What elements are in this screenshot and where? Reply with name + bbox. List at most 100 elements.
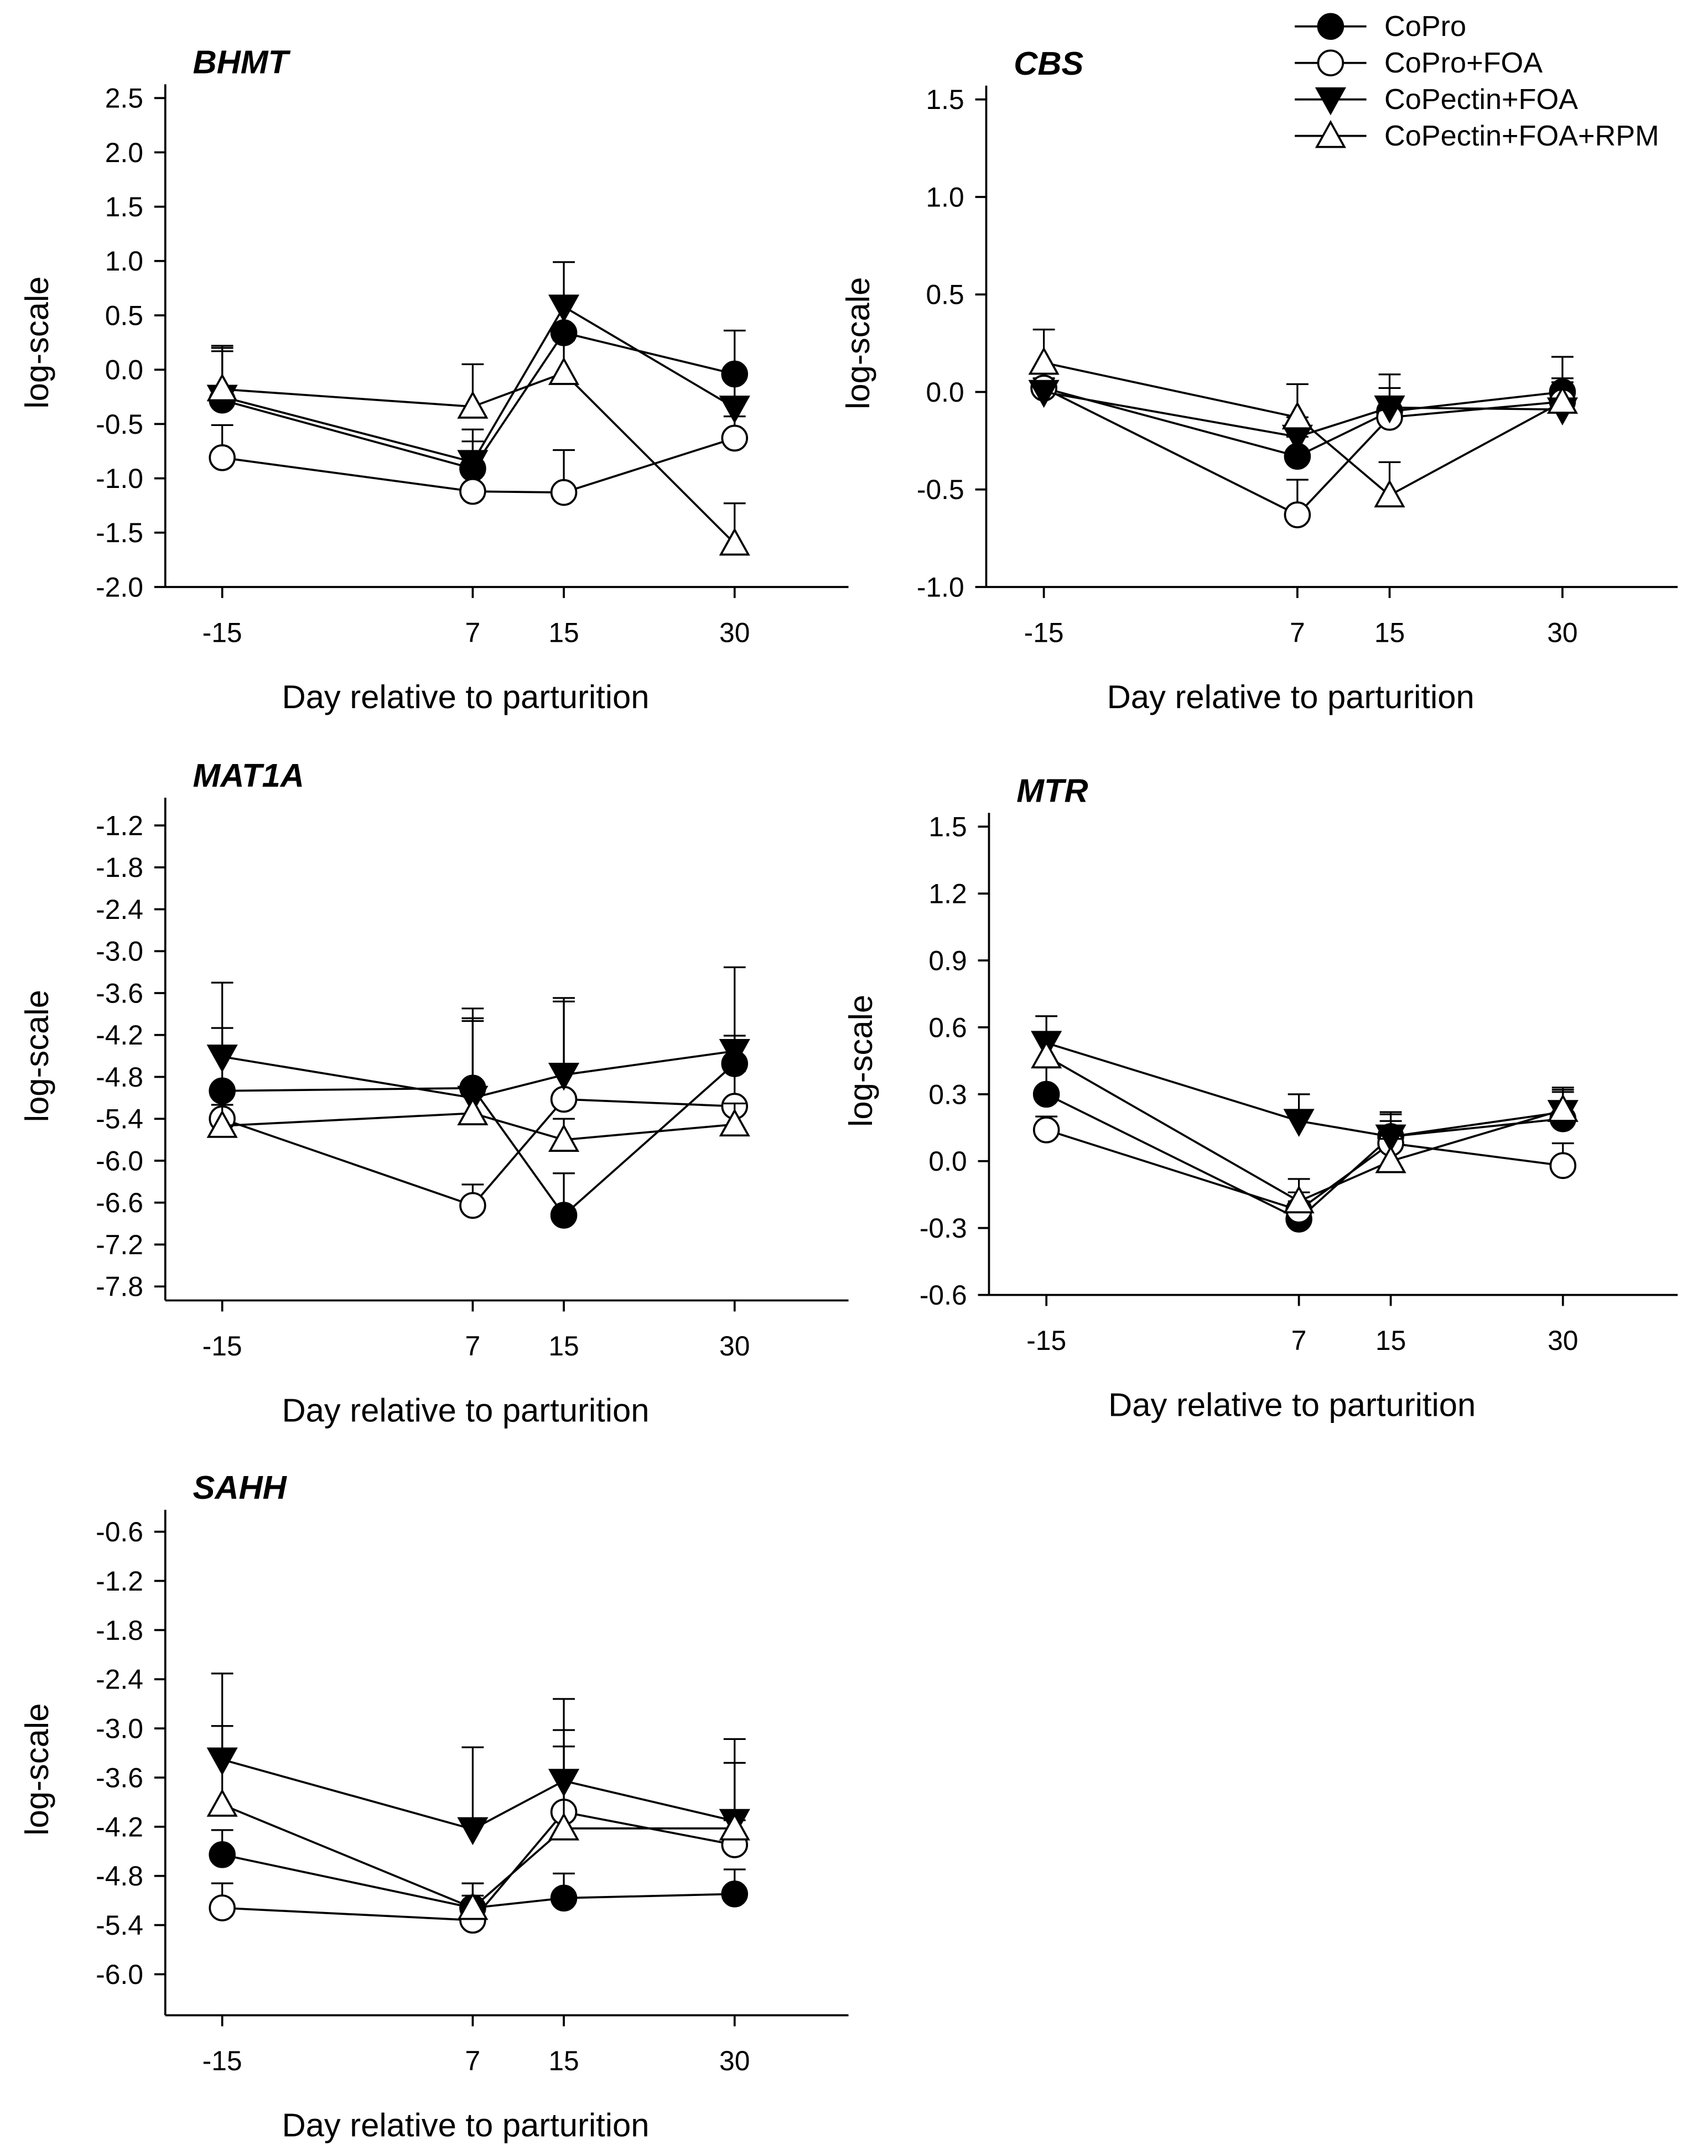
data-point <box>548 1062 580 1091</box>
x-tick-label: 15 <box>1374 617 1405 648</box>
y-tick-label: -0.3 <box>920 1213 967 1244</box>
series-line <box>222 305 735 464</box>
y-tick-label: 1.5 <box>928 812 967 843</box>
y-tick-label: -3.6 <box>96 1762 143 1793</box>
data-point <box>457 450 489 478</box>
data-point <box>457 1097 489 1125</box>
x-tick-label: 7 <box>465 617 481 648</box>
y-tick-label: -0.6 <box>96 1516 143 1547</box>
data-point <box>1281 401 1313 430</box>
series-line <box>222 1112 735 1141</box>
legend-label: CoPro <box>1384 11 1466 43</box>
y-tick-label: 2.0 <box>105 137 143 168</box>
y-tick-label: -0.5 <box>917 474 964 505</box>
panel-bhmt: 2.5 2.0 1.5 1.0 0.5 0.0 -0.5 -1.0 -1.5 -2.0 -15 7 15… <box>18 43 849 715</box>
data-point <box>1028 380 1060 408</box>
data-point <box>719 527 750 556</box>
x-tick-label: 15 <box>548 2045 579 2076</box>
y-tick-label: -5.4 <box>96 1104 143 1135</box>
data-point <box>206 373 238 402</box>
x-tick-label: 30 <box>719 617 750 648</box>
y-axis-label: log-scale <box>842 995 879 1127</box>
data-point <box>1549 1152 1577 1180</box>
panel-sahh: -0.6 -1.2 -1.8 -2.4 -3.0 -3.6 -4.2 -4.8 -5.4 -6.0… <box>18 1469 849 2144</box>
series-copectin-foa-rpm <box>206 1725 750 1920</box>
legend-marker <box>1317 13 1344 40</box>
legend-label: CoPectin+FOA+RPM <box>1384 120 1659 152</box>
x-tick-label: 7 <box>1291 1325 1307 1356</box>
x-tick-label: 30 <box>719 2045 750 2076</box>
x-axis-label: Day relative to parturition <box>282 678 649 715</box>
legend-label: CoPro+FOA <box>1384 47 1543 79</box>
series-copectin-foa <box>206 1672 750 1846</box>
data-point <box>550 1884 578 1912</box>
series-line <box>222 1758 735 1831</box>
data-point <box>209 1841 236 1868</box>
data-point <box>548 294 580 323</box>
x-tick-label: 30 <box>1548 1325 1578 1356</box>
data-point <box>1375 1145 1406 1173</box>
y-tick-label: -4.2 <box>96 1811 143 1842</box>
x-axis-label: Day relative to parturition <box>282 2107 649 2144</box>
data-point <box>721 424 749 452</box>
series-line <box>1044 361 1563 497</box>
data-point <box>1284 501 1311 528</box>
series-line <box>222 1050 735 1099</box>
legend-marker <box>1315 120 1346 148</box>
x-tick-label: 15 <box>548 617 579 648</box>
x-tick-label: -15 <box>1026 1325 1066 1356</box>
data-point <box>209 444 236 471</box>
data-point <box>550 1202 578 1229</box>
panel-title: SAHH <box>193 1469 288 1506</box>
data-point <box>206 1789 238 1817</box>
data-point <box>1283 1185 1315 1214</box>
x-axis-label: Day relative to parturition <box>1108 1386 1476 1424</box>
y-tick-label: 1.2 <box>928 879 967 910</box>
y-tick-label: 2.5 <box>105 83 143 114</box>
data-point <box>1281 424 1313 453</box>
legend-marker <box>1315 87 1346 116</box>
y-tick-label: -6.0 <box>96 1959 143 1990</box>
data-point <box>1374 479 1405 508</box>
data-point <box>459 1192 486 1219</box>
y-tick-label: -1.5 <box>96 517 143 548</box>
x-tick-label: 7 <box>465 2045 481 2076</box>
series-line <box>222 371 736 544</box>
data-point <box>457 1817 489 1846</box>
data-point <box>457 1892 489 1920</box>
legend: CoPro CoPro+FOA CoPectin+FOA CoPectin+FOA+R… <box>1295 11 1659 152</box>
data-point <box>1031 1040 1062 1069</box>
y-tick-label: 1.0 <box>926 181 964 212</box>
y-tick-label: -1.2 <box>96 1566 143 1597</box>
y-tick-label: -2.4 <box>96 894 143 925</box>
series-line <box>1046 1055 1564 1203</box>
series-line <box>222 331 735 470</box>
panel-mtr: 1.5 1.2 0.9 0.6 0.3 0.0 -0.3 -0.6 -15 7 15 30 Day re… <box>842 772 1678 1424</box>
y-tick-label: -0.6 <box>920 1280 967 1311</box>
series-line <box>1044 387 1563 458</box>
x-tick-label: 7 <box>1290 617 1305 648</box>
panel-title: CBS <box>1014 45 1083 82</box>
x-tick-label: -15 <box>203 1331 242 1362</box>
data-point <box>1028 346 1060 375</box>
x-tick-label: -15 <box>1024 617 1064 648</box>
data-point <box>1032 1080 1060 1108</box>
y-tick-label: -0.5 <box>96 409 143 440</box>
legend-label: CoPectin+FOA <box>1384 84 1578 116</box>
series-line <box>1046 1042 1564 1138</box>
y-tick-label: 0.3 <box>928 1079 967 1110</box>
panel-title: MTR <box>1016 772 1088 809</box>
data-point <box>721 1880 749 1908</box>
panel-title: BHMT <box>193 43 291 80</box>
panel-cbs: 1.5 1.0 0.5 0.0 -0.5 -1.0 -15 7 15 30 Day relative… <box>839 45 1678 715</box>
data-point <box>719 1039 750 1067</box>
series-copectin-foa-rpm <box>1031 1033 1579 1214</box>
y-axis-label: log-scale <box>839 277 876 409</box>
y-tick-label: 0.5 <box>926 279 964 310</box>
y-tick-label: 0.5 <box>105 300 143 331</box>
y-tick-label: -5.4 <box>96 1910 143 1941</box>
data-point <box>1547 1094 1579 1122</box>
x-axis-label: Day relative to parturition <box>282 1392 649 1429</box>
y-tick-label: -6.6 <box>96 1187 143 1218</box>
